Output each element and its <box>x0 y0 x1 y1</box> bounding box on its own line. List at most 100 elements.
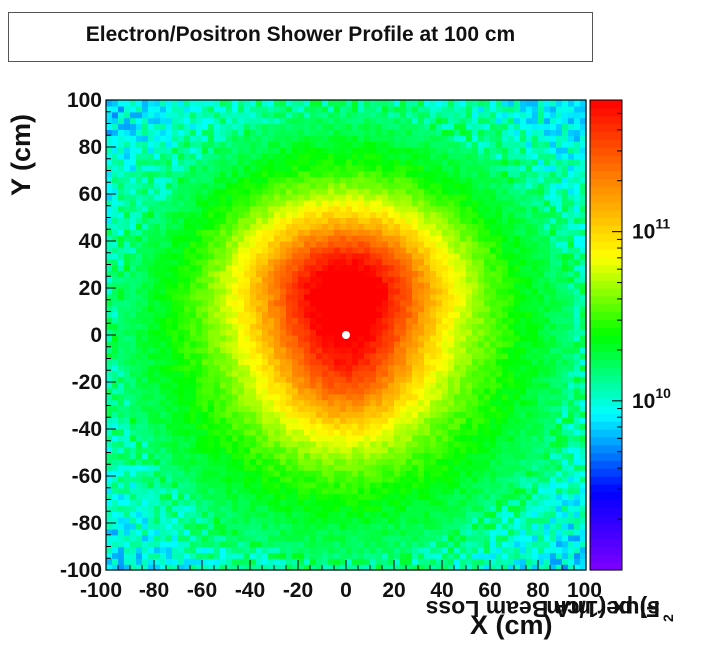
heatmap-cell <box>160 123 167 130</box>
heatmap-cell <box>250 311 257 318</box>
heatmap-cell <box>406 123 413 130</box>
heatmap-cell <box>370 552 377 559</box>
heatmap-cell <box>358 364 365 371</box>
heatmap-cell <box>472 346 479 354</box>
heatmap-cell <box>304 534 311 542</box>
heatmap-cell <box>184 423 191 430</box>
heatmap-cell <box>154 552 161 559</box>
heatmap-cell <box>424 282 431 289</box>
heatmap-cell <box>286 511 293 518</box>
heatmap-cell <box>478 434 485 442</box>
heatmap-cell <box>274 188 281 195</box>
heatmap-cell <box>370 452 377 459</box>
heatmap-cell <box>178 452 185 459</box>
heatmap-cell <box>124 194 131 201</box>
heatmap-cell <box>286 217 293 224</box>
heatmap-cell <box>298 417 305 424</box>
heatmap-cell <box>214 246 221 254</box>
heatmap-cell <box>136 346 143 354</box>
heatmap-cell <box>148 258 155 266</box>
heatmap-cell <box>436 329 443 336</box>
heatmap-cell <box>202 558 209 565</box>
heatmap-cell <box>460 470 467 477</box>
heatmap-cell <box>340 487 347 495</box>
heatmap-cell <box>190 340 197 348</box>
heatmap-cell <box>208 452 215 459</box>
heatmap-cell <box>376 105 383 113</box>
heatmap-cell <box>316 258 323 266</box>
heatmap-cell <box>166 288 173 295</box>
heatmap-cell <box>364 288 371 295</box>
heatmap-cell <box>238 517 245 524</box>
heatmap-cell <box>160 299 167 307</box>
heatmap-cell <box>112 111 119 119</box>
heatmap-cell <box>472 440 479 448</box>
heatmap-cell <box>226 493 233 501</box>
heatmap-cell <box>328 205 335 213</box>
heatmap-cell <box>136 364 143 371</box>
heatmap-cell <box>370 429 377 436</box>
heatmap-cell <box>262 358 269 365</box>
heatmap-cell <box>340 141 347 148</box>
heatmap-cell <box>466 405 473 412</box>
heatmap-cell <box>292 476 299 483</box>
heatmap-cell <box>466 194 473 201</box>
heatmap-cell <box>358 505 365 512</box>
heatmap-cell <box>238 440 245 448</box>
heatmap-cell <box>340 358 347 365</box>
heatmap-cell <box>478 358 485 365</box>
heatmap-cell <box>376 534 383 542</box>
heatmap-cell <box>250 270 257 277</box>
heatmap-cell <box>382 528 389 536</box>
heatmap-cell <box>418 129 425 136</box>
heatmap-cell <box>400 205 407 213</box>
heatmap-cell <box>130 311 137 318</box>
heatmap-cell <box>436 499 443 506</box>
heatmap-cell <box>166 252 173 260</box>
heatmap-cell <box>196 199 203 207</box>
heatmap-cell <box>280 376 287 383</box>
heatmap-cell <box>466 546 473 553</box>
heatmap-cell <box>448 329 455 336</box>
heatmap-cell <box>226 282 233 289</box>
heatmap-cell <box>172 123 179 130</box>
heatmap-cell <box>328 235 335 242</box>
heatmap-cell <box>250 499 257 506</box>
heatmap-cell <box>130 429 137 436</box>
heatmap-cell <box>352 293 359 301</box>
heatmap-cell <box>454 487 461 495</box>
heatmap-cell <box>436 264 443 271</box>
heatmap-cell <box>256 235 263 242</box>
heatmap-cell <box>436 399 443 407</box>
heatmap-cell <box>406 552 413 559</box>
heatmap-cell <box>316 534 323 542</box>
heatmap-cell <box>292 335 299 342</box>
heatmap-cell <box>442 376 449 383</box>
heatmap-cell <box>352 158 359 166</box>
heatmap-cell <box>298 211 305 219</box>
heatmap-cell <box>250 194 257 201</box>
heatmap-cell <box>238 246 245 254</box>
heatmap-cell <box>124 111 131 119</box>
heatmap-cell <box>394 270 401 277</box>
heatmap-cell <box>460 317 467 324</box>
heatmap-cell <box>256 152 263 160</box>
heatmap-cell <box>316 399 323 407</box>
heatmap-cell <box>238 411 245 418</box>
heatmap-cell <box>178 223 185 230</box>
heatmap-cell <box>178 276 185 283</box>
heatmap-cell <box>376 129 383 136</box>
heatmap-cell <box>124 205 131 213</box>
heatmap-cell <box>304 387 311 395</box>
heatmap-cell <box>286 158 293 166</box>
heatmap-cell <box>352 270 359 277</box>
heatmap-cell <box>202 417 209 424</box>
heatmap-cell <box>352 182 359 189</box>
heatmap-cell <box>154 476 161 483</box>
heatmap-cell <box>232 434 239 442</box>
heatmap-cell <box>220 229 227 236</box>
heatmap-cell <box>178 429 185 436</box>
heatmap-cell <box>316 252 323 260</box>
heatmap-cell <box>130 293 137 301</box>
heatmap-cell <box>322 147 329 154</box>
